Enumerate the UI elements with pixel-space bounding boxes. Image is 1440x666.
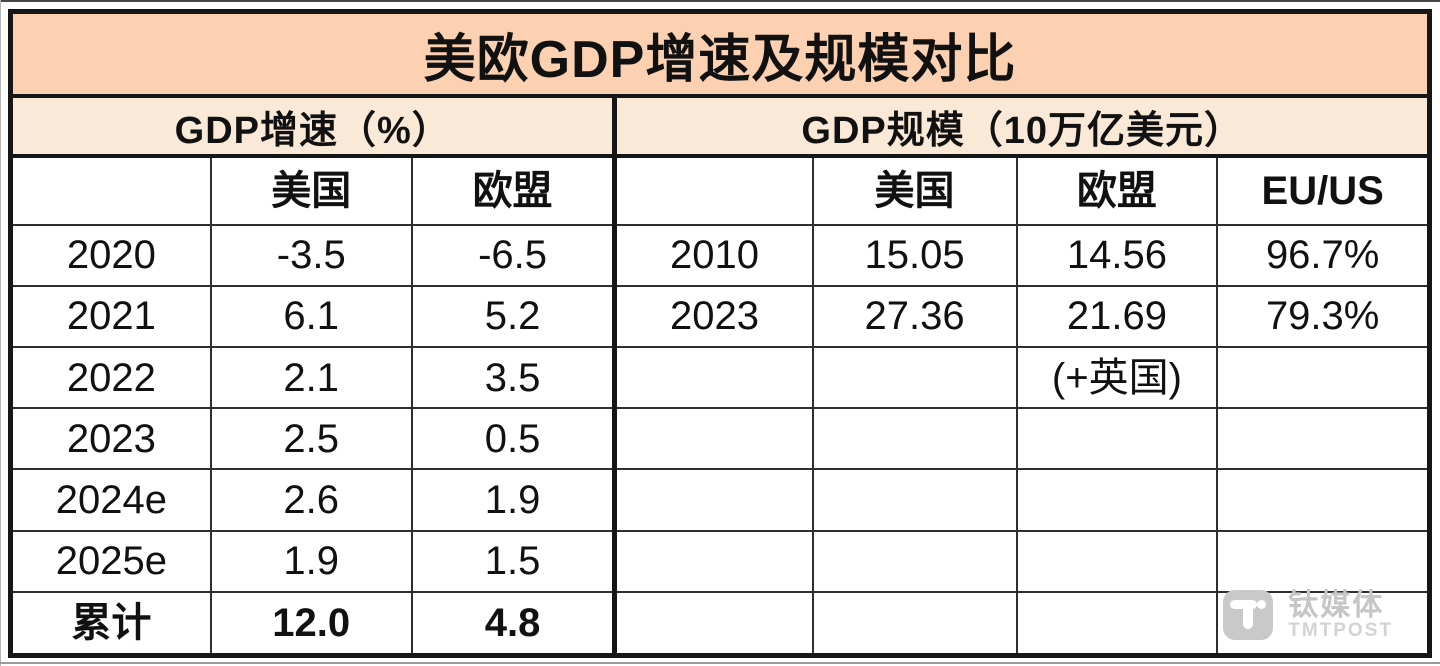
table-row: 2021 6.1 5.2 bbox=[13, 284, 613, 348]
table-row: 2022 2.1 3.5 bbox=[13, 345, 613, 410]
cell-year: 2024e bbox=[13, 468, 212, 532]
table-row: 2023 27.36 21.69 79.3% bbox=[617, 284, 1427, 348]
col-header-blank bbox=[13, 158, 212, 226]
cell-us-gdp bbox=[811, 345, 1018, 410]
col-header-eu: 欧盟 bbox=[1015, 158, 1219, 226]
cell-us-growth: 2.6 bbox=[209, 468, 413, 532]
gdp-scale-section: GDP规模（10万亿美元） 美国 欧盟 EU/US 2010 15.05 14.… bbox=[617, 98, 1427, 653]
table-row bbox=[617, 590, 1427, 653]
cell-eu-us-ratio: 79.3% bbox=[1216, 284, 1427, 348]
cell-eu-us-ratio bbox=[1216, 407, 1427, 471]
table-row: 美国 欧盟 bbox=[13, 158, 613, 226]
cell-year bbox=[617, 590, 814, 653]
cell-eu-growth: 5.2 bbox=[410, 284, 613, 348]
cell-year: 2023 bbox=[13, 407, 212, 471]
cell-year: 2021 bbox=[13, 284, 212, 348]
screenshot-edge-top bbox=[0, 0, 1440, 2]
cell-us-growth: 1.9 bbox=[209, 529, 413, 593]
cell-eu-growth: 0.5 bbox=[410, 407, 613, 471]
total-row: 累计 12.0 4.8 bbox=[13, 590, 613, 653]
cell-year bbox=[617, 529, 814, 593]
col-header-eu: 欧盟 bbox=[410, 158, 613, 226]
cell-us-gdp bbox=[811, 407, 1018, 471]
cell-eu-total: 4.8 bbox=[410, 590, 613, 653]
table-title: 美欧GDP增速及规模对比 bbox=[13, 14, 1427, 98]
cell-us-growth: 2.5 bbox=[209, 407, 413, 471]
cell-eu-us-ratio bbox=[1216, 590, 1427, 653]
cell-year: 2010 bbox=[617, 223, 814, 287]
cell-year: 2020 bbox=[13, 223, 212, 287]
cell-year bbox=[617, 407, 814, 471]
cell-eu-growth: 1.9 bbox=[410, 468, 613, 532]
cell-us-growth: -3.5 bbox=[209, 223, 413, 287]
gdp-scale-table: 美国 欧盟 EU/US 2010 15.05 14.56 96.7% 2023 … bbox=[617, 158, 1427, 653]
cell-eu-gdp: 14.56 bbox=[1015, 223, 1219, 287]
table-row: 2020 -3.5 -6.5 bbox=[13, 223, 613, 287]
cell-us-gdp: 27.36 bbox=[811, 284, 1018, 348]
cell-eu-growth: 3.5 bbox=[410, 345, 613, 410]
cell-us-gdp bbox=[811, 529, 1018, 593]
table-sections: GDP增速（%） 美国 欧盟 2020 -3.5 -6.5 2021 bbox=[13, 98, 1427, 653]
table-row: 2010 15.05 14.56 96.7% bbox=[617, 223, 1427, 287]
cell-us-total: 12.0 bbox=[209, 590, 413, 653]
table-row bbox=[617, 529, 1427, 593]
cell-us-gdp bbox=[811, 468, 1018, 532]
cell-eu-gdp: 21.69 bbox=[1015, 284, 1219, 348]
col-header-blank bbox=[617, 158, 814, 226]
cell-year: 2022 bbox=[13, 345, 212, 410]
cell-year: 2025e bbox=[13, 529, 212, 593]
cell-us-gdp: 15.05 bbox=[811, 223, 1018, 287]
col-header-eu-us-ratio: EU/US bbox=[1216, 158, 1427, 226]
col-header-us: 美国 bbox=[209, 158, 413, 226]
table-row: 美国 欧盟 EU/US bbox=[617, 158, 1427, 226]
gdp-comparison-table: 美欧GDP增速及规模对比 GDP增速（%） 美国 欧盟 2020 -3.5 -6… bbox=[8, 9, 1432, 658]
cell-us-growth: 6.1 bbox=[209, 284, 413, 348]
table-row bbox=[617, 407, 1427, 471]
screenshot-edge-bottom bbox=[0, 662, 1440, 664]
cell-us-growth: 2.1 bbox=[209, 345, 413, 410]
cell-eu-us-ratio bbox=[1216, 345, 1427, 410]
cell-total-label: 累计 bbox=[13, 590, 212, 653]
cell-year: 2023 bbox=[617, 284, 814, 348]
col-header-us: 美国 bbox=[811, 158, 1018, 226]
cell-eu-note: (+英国) bbox=[1015, 345, 1219, 410]
gdp-growth-section: GDP增速（%） 美国 欧盟 2020 -3.5 -6.5 2021 bbox=[13, 98, 618, 653]
cell-year bbox=[617, 468, 814, 532]
table-row: (+英国) bbox=[617, 345, 1427, 410]
cell-eu-growth: 1.5 bbox=[410, 529, 613, 593]
cell-us-gdp bbox=[811, 590, 1018, 653]
table-row bbox=[617, 468, 1427, 532]
cell-eu-us-ratio: 96.7% bbox=[1216, 223, 1427, 287]
table-row: 2024e 2.6 1.9 bbox=[13, 468, 613, 532]
cell-year bbox=[617, 345, 814, 410]
gdp-growth-header: GDP增速（%） bbox=[13, 98, 613, 158]
cell-eu-gdp bbox=[1015, 590, 1219, 653]
screenshot-edge-left bbox=[0, 0, 1, 666]
cell-eu-gdp bbox=[1015, 468, 1219, 532]
gdp-growth-table: 美国 欧盟 2020 -3.5 -6.5 2021 6.1 5.2 2022 bbox=[13, 158, 613, 653]
cell-eu-growth: -6.5 bbox=[410, 223, 613, 287]
cell-eu-gdp bbox=[1015, 407, 1219, 471]
cell-eu-us-ratio bbox=[1216, 468, 1427, 532]
cell-eu-gdp bbox=[1015, 529, 1219, 593]
gdp-scale-header: GDP规模（10万亿美元） bbox=[617, 98, 1427, 158]
cell-eu-us-ratio bbox=[1216, 529, 1427, 593]
table-row: 2023 2.5 0.5 bbox=[13, 407, 613, 471]
table-row: 2025e 1.9 1.5 bbox=[13, 529, 613, 593]
